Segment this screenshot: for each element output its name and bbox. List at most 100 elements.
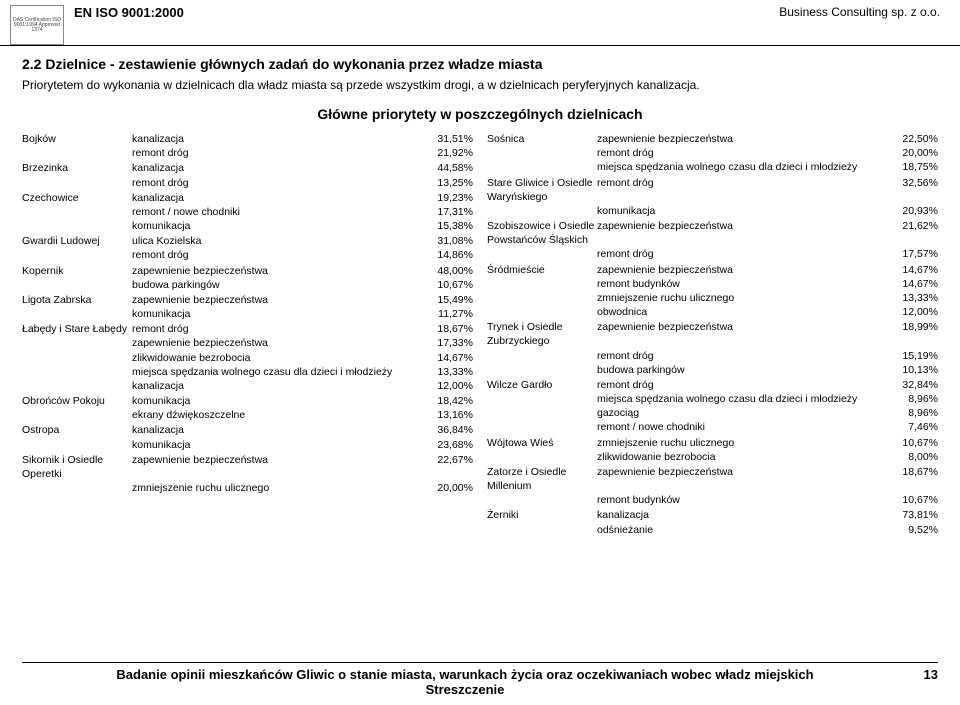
priority-value: 48,00% xyxy=(423,264,473,278)
priority-label: kanalizacja xyxy=(132,423,423,437)
priority-label: budowa parkingów xyxy=(597,363,888,377)
priority-label: zapewnienie bezpieczeństwa xyxy=(597,263,888,277)
priority-value: 14,67% xyxy=(888,263,938,277)
priority-value: 17,57% xyxy=(888,247,938,261)
priority-value: 32,56% xyxy=(888,176,938,190)
iso-label: EN ISO 9001:2000 xyxy=(74,5,779,20)
priority-row: remont budynków10,67% xyxy=(487,493,938,507)
section-title: 2.2 Dzielnice - zestawienie głównych zad… xyxy=(22,56,938,72)
priority-row: komunikacja20,93% xyxy=(487,204,938,218)
district-name: Obrońców Pokoju xyxy=(22,394,132,408)
priority-label: zapewnienie bezpieczeństwa xyxy=(597,465,888,479)
certification-badge: DAS Certification ISO 9001:1994 Approved… xyxy=(10,5,64,45)
priority-label: miejsca spędzania wolnego czasu dla dzie… xyxy=(132,365,423,379)
priority-label: remont / nowe chodniki xyxy=(597,420,888,434)
priority-label: kanalizacja xyxy=(597,508,888,522)
district-name: Wójtowa Wieś xyxy=(487,436,597,450)
priority-value: 10,67% xyxy=(423,278,473,292)
priority-value: 18,99% xyxy=(888,320,938,334)
priority-value: 20,00% xyxy=(423,481,473,495)
priority-label: gazociąg xyxy=(597,406,888,420)
page-header: DAS Certification ISO 9001:1994 Approved… xyxy=(0,0,960,46)
district-name: Wilcze Gardło xyxy=(487,378,597,392)
priority-label: obwodnica xyxy=(597,305,888,319)
priority-label: zapewnienie bezpieczeństwa xyxy=(597,320,888,334)
district-name: Sikornik i Osiedle Operetki xyxy=(22,453,132,481)
priority-label: zmniejszenie ruchu ulicznego xyxy=(132,481,423,495)
district-name: Stare Gliwice i Osiedle Waryńskiego xyxy=(487,176,597,204)
priority-row: zmniejszenie ruchu ulicznego20,00% xyxy=(22,481,473,495)
priority-row: remont dróg17,57% xyxy=(487,247,938,261)
district-block: Stare Gliwice i Osiedle Waryńskiegoremon… xyxy=(487,176,938,219)
district-block: Łabędy i Stare Łabędyremont dróg18,67%za… xyxy=(22,322,473,393)
priority-row: Brzezinkakanalizacja44,58% xyxy=(22,161,473,175)
priority-value: 36,84% xyxy=(423,423,473,437)
priority-label: zmniejszenie ruchu ulicznego xyxy=(597,291,888,305)
priority-label: kanalizacja xyxy=(132,161,423,175)
priority-row: miejsca spędzania wolnego czasu dla dzie… xyxy=(487,392,938,406)
priority-label: kanalizacja xyxy=(132,132,423,146)
content-area: 2.2 Dzielnice - zestawienie głównych zad… xyxy=(0,46,960,538)
priority-value: 23,68% xyxy=(423,438,473,452)
district-name: Szobiszowice i Osiedle Powstańców Śląski… xyxy=(487,219,597,247)
footer-page-number: 13 xyxy=(908,667,938,682)
priority-row: remont dróg13,25% xyxy=(22,176,473,190)
priority-value: 17,31% xyxy=(423,205,473,219)
priority-value: 22,67% xyxy=(423,453,473,467)
priority-value: 21,62% xyxy=(888,219,938,233)
district-block: Sikornik i Osiedle Operetkizapewnienie b… xyxy=(22,453,473,496)
priority-label: remont dróg xyxy=(132,146,423,160)
priority-row: remont dróg20,00% xyxy=(487,146,938,160)
priority-label: zlikwidowanie bezrobocia xyxy=(597,450,888,464)
priority-label: remont dróg xyxy=(597,146,888,160)
priority-label: remont dróg xyxy=(132,176,423,190)
priority-value: 20,93% xyxy=(888,204,938,218)
priority-row: remont / nowe chodniki17,31% xyxy=(22,205,473,219)
priority-value: 19,23% xyxy=(423,191,473,205)
priority-label: zlikwidowanie bezrobocia xyxy=(132,351,423,365)
priority-label: komunikacja xyxy=(597,204,888,218)
priority-row: Bojkówkanalizacja31,51% xyxy=(22,132,473,146)
priority-row: remont budynków14,67% xyxy=(487,277,938,291)
priority-label: remont dróg xyxy=(597,176,888,190)
priority-label: remont dróg xyxy=(597,378,888,392)
district-block: Zatorze i Osiedle Milleniumzapewnienie b… xyxy=(487,465,938,508)
priority-row: Ligota Zabrskazapewnienie bezpieczeństwa… xyxy=(22,293,473,307)
priority-value: 9,52% xyxy=(888,523,938,537)
district-name: Brzezinka xyxy=(22,161,132,175)
district-block: Czechowicekanalizacja19,23%remont / nowe… xyxy=(22,191,473,234)
district-name: Czechowice xyxy=(22,191,132,205)
priority-value: 8,96% xyxy=(888,392,938,406)
priority-value: 18,67% xyxy=(888,465,938,479)
district-block: Kopernikzapewnienie bezpieczeństwa48,00%… xyxy=(22,264,473,292)
district-block: Bojkówkanalizacja31,51%remont dróg21,92% xyxy=(22,132,473,160)
section-subtitle: Główne priorytety w poszczególnych dziel… xyxy=(22,106,938,122)
priority-label: remont dróg xyxy=(597,349,888,363)
district-name: Zatorze i Osiedle Millenium xyxy=(487,465,597,493)
priority-row: miejsca spędzania wolnego czasu dla dzie… xyxy=(22,365,473,379)
district-name: Kopernik xyxy=(22,264,132,278)
district-block: Obrońców Pokojukomunikacja18,42%ekrany d… xyxy=(22,394,473,422)
priority-value: 17,33% xyxy=(423,336,473,350)
priority-row: budowa parkingów10,13% xyxy=(487,363,938,377)
district-block: Śródmieściezapewnienie bezpieczeństwa14,… xyxy=(487,263,938,320)
priority-label: komunikacja xyxy=(132,438,423,452)
district-block: Szobiszowice i Osiedle Powstańców Śląski… xyxy=(487,219,938,262)
district-name: Ligota Zabrska xyxy=(22,293,132,307)
priority-row: Zatorze i Osiedle Milleniumzapewnienie b… xyxy=(487,465,938,493)
district-name: Gwardii Ludowej xyxy=(22,234,132,248)
district-name: Żerniki xyxy=(487,508,597,522)
priority-row: Gwardii Ludowejulica Kozielska31,08% xyxy=(22,234,473,248)
district-block: Żernikikanalizacja73,81%odśnieżanie9,52% xyxy=(487,508,938,536)
footer-text: Badanie opinii mieszkańców Gliwic o stan… xyxy=(22,667,908,697)
priority-row: ekrany dźwiękoszczelne13,16% xyxy=(22,408,473,422)
priority-value: 73,81% xyxy=(888,508,938,522)
district-name: Bojków xyxy=(22,132,132,146)
priority-row: komunikacja15,38% xyxy=(22,219,473,233)
priority-label: ulica Kozielska xyxy=(132,234,423,248)
priority-row: Stare Gliwice i Osiedle Waryńskiegoremon… xyxy=(487,176,938,204)
priority-label: odśnieżanie xyxy=(597,523,888,537)
district-name: Sośnica xyxy=(487,132,597,146)
priority-row: Wójtowa Wieśzmniejszenie ruchu ulicznego… xyxy=(487,436,938,450)
priority-value: 13,16% xyxy=(423,408,473,422)
